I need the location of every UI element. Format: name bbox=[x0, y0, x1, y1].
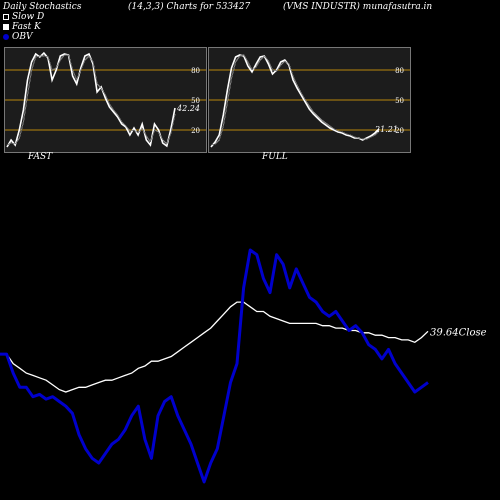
full-series-core-1 bbox=[210, 54, 380, 146]
legend-item-obv: OBV bbox=[3, 32, 44, 42]
obv-price-chart: 39.64Close bbox=[0, 248, 487, 484]
fast-tick-label-50: 50 bbox=[191, 97, 200, 105]
legend-swatch-obv bbox=[3, 34, 9, 40]
close-last-value-label: 39.64Close bbox=[430, 327, 487, 338]
legend-item-fast-k: Fast K bbox=[3, 22, 44, 32]
legend-label-obv: OBV bbox=[12, 32, 33, 42]
full-tick-label-50: 50 bbox=[395, 97, 404, 105]
obv-line bbox=[0, 248, 429, 484]
full-tick-label-20: 20 bbox=[395, 127, 404, 135]
fast-tick-label-20: 20 bbox=[191, 127, 200, 135]
legend-swatch-fast-k bbox=[3, 24, 9, 30]
legend-item-slow-d: Slow D bbox=[3, 12, 44, 22]
legend-label-slow-d: Slow D bbox=[12, 12, 45, 22]
legend-label-fast-k: Fast K bbox=[12, 22, 41, 32]
fast-last-value-label: 42.24 bbox=[176, 104, 200, 113]
price-close-line bbox=[0, 301, 429, 393]
fast-panel-label: FAST bbox=[28, 152, 53, 162]
legend: Slow D Fast K OBV bbox=[3, 12, 44, 42]
company-label: (VMS INDUSTR) munafasutra.in bbox=[283, 2, 433, 12]
full-tick-label-80: 80 bbox=[395, 67, 404, 75]
fast-tick-label-80: 80 bbox=[191, 67, 200, 75]
full-stochastic-panel: 80 50 20 21.21 bbox=[208, 47, 411, 153]
fast-stochastic-plot: 80 50 20 42.24 bbox=[5, 51, 206, 148]
fast-series-core-1 bbox=[6, 54, 176, 146]
chart-params: (14,3,3) Charts for 533427 bbox=[128, 2, 251, 12]
fast-stochastic-panel: 80 50 20 42.24 bbox=[4, 47, 207, 153]
full-series-full-k bbox=[210, 54, 380, 148]
full-panel-label: FULL bbox=[262, 152, 288, 162]
full-last-value-label: 21.21 bbox=[374, 125, 398, 134]
legend-swatch-slow-d bbox=[3, 14, 9, 20]
chart-title: Daily Stochastics bbox=[3, 2, 82, 12]
